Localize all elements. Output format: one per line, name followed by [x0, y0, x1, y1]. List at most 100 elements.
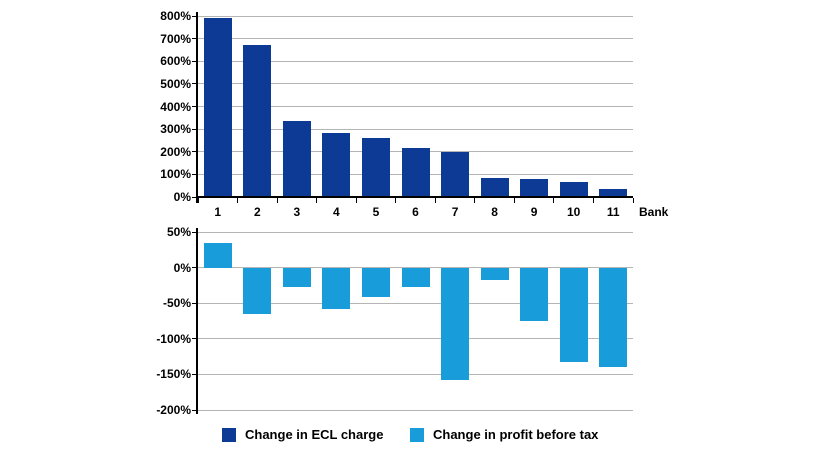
- y-tick-800: [192, 15, 198, 17]
- x-tick-7: [474, 198, 476, 203]
- y-axis-line: [196, 228, 198, 414]
- bar-change-in-ecl-charge-bank-7: [441, 152, 470, 197]
- y-tick-label-100: 100%: [160, 167, 191, 182]
- y-tick-label-200: 200%: [160, 144, 191, 159]
- y-tick--100: [192, 338, 198, 340]
- gridline-500: [198, 83, 633, 85]
- x-tick-label-bank-9: 9: [530, 205, 538, 219]
- legend-swatch-ecl-charge: [222, 428, 236, 442]
- x-tick-label-bank-10: 10: [566, 205, 581, 219]
- bar-change-in-ecl-charge-bank-11: [599, 188, 628, 197]
- x-tick-label-bank-7: 7: [451, 205, 459, 219]
- y-tick-label-500: 500%: [160, 76, 191, 91]
- x-tick-10: [592, 198, 594, 203]
- x-tick-1: [237, 198, 239, 203]
- x-axis-title: Bank: [639, 205, 669, 219]
- bar-change-in-profit-before-tax-bank-5: [361, 267, 390, 297]
- x-tick-label-bank-11: 11: [606, 205, 620, 219]
- y-tick-300: [192, 128, 198, 130]
- bar-change-in-profit-before-tax-bank-11: [599, 267, 628, 368]
- gridline--100: [198, 338, 633, 340]
- bar-change-in-profit-before-tax-bank-7: [441, 267, 470, 381]
- bar-change-in-ecl-charge-bank-1: [203, 18, 232, 197]
- bar-change-in-profit-before-tax-bank-6: [401, 267, 430, 287]
- x-tick-label-bank-3: 3: [293, 205, 301, 219]
- gridline-400: [198, 106, 633, 107]
- bar-change-in-ecl-charge-bank-10: [559, 182, 588, 197]
- gridline-700: [198, 38, 633, 40]
- bar-change-in-profit-before-tax-bank-10: [559, 267, 588, 362]
- y-tick-label-800: 800%: [160, 9, 191, 23]
- x-tick-9: [553, 198, 555, 203]
- bar-change-in-profit-before-tax-bank-9: [520, 267, 549, 321]
- y-tick-100: [192, 173, 198, 175]
- x-tick-4: [355, 198, 357, 203]
- x-tick-3: [316, 198, 318, 203]
- y-tick-500: [192, 83, 198, 85]
- x-tick-11: [632, 198, 634, 203]
- y-tick--200: [192, 409, 198, 411]
- y-tick-label-50: 50%: [166, 225, 191, 239]
- y-tick-label-700: 700%: [160, 31, 191, 46]
- bar-change-in-profit-before-tax-bank-2: [243, 267, 272, 314]
- y-tick-200: [192, 151, 198, 153]
- bar-change-in-ecl-charge-bank-9: [520, 178, 549, 197]
- y-tick-0: [192, 196, 198, 198]
- y-tick-label--150: -150%: [156, 367, 191, 382]
- y-tick-label--50: -50%: [162, 296, 191, 311]
- bar-change-in-ecl-charge-bank-3: [282, 121, 311, 197]
- bar-change-in-ecl-charge-bank-5: [361, 138, 390, 197]
- y-tick-label-400: 400%: [160, 99, 191, 114]
- gridline-300: [198, 128, 633, 130]
- gridline-200: [198, 151, 633, 153]
- gridline-800: [198, 15, 633, 17]
- x-tick-label-bank-5: 5: [372, 205, 380, 219]
- bar-change-in-profit-before-tax-bank-3: [282, 267, 311, 287]
- x-tick-6: [434, 198, 436, 203]
- x-tick-label-bank-6: 6: [412, 205, 419, 219]
- y-tick-label--200: -200%: [156, 403, 191, 417]
- y-tick--150: [192, 373, 198, 375]
- legend-swatch-profit-before-tax: [410, 428, 424, 442]
- x-tick-2: [276, 198, 278, 203]
- bar-change-in-profit-before-tax-bank-8: [480, 267, 509, 280]
- y-axis-line: [196, 12, 198, 203]
- legend-label-ecl-charge: Change in ECL charge: [245, 427, 384, 442]
- legend-item-ecl-charge: Change in ECL charge: [222, 427, 383, 443]
- y-tick-0: [192, 267, 198, 269]
- legend-item-profit-before-tax: Change in profit before tax: [410, 427, 598, 443]
- gridline-0: [198, 267, 633, 269]
- y-tick-label-300: 300%: [160, 122, 191, 137]
- x-tick-label-bank-4: 4: [333, 205, 340, 219]
- y-tick-label-0: 0%: [173, 260, 191, 275]
- y-tick-label-600: 600%: [160, 54, 191, 69]
- legend: Change in ECL charge Change in profit be…: [0, 427, 820, 445]
- gridline--50: [198, 302, 633, 304]
- x-tick-label-bank-1: 1: [214, 205, 222, 219]
- x-tick-label-bank-2: 2: [253, 205, 261, 219]
- y-tick--50: [192, 302, 198, 304]
- bar-change-in-profit-before-tax-bank-4: [322, 267, 351, 309]
- x-tick-5: [395, 198, 397, 203]
- gridline--200: [198, 409, 633, 411]
- y-tick-label-0: 0%: [173, 190, 191, 204]
- gridline-600: [198, 60, 633, 62]
- x-tick-0: [197, 198, 199, 203]
- bar-change-in-profit-before-tax-bank-1: [203, 242, 232, 268]
- y-tick-50: [192, 231, 198, 233]
- gridline-50: [198, 231, 633, 233]
- bar-change-in-ecl-charge-bank-6: [401, 148, 430, 197]
- y-tick-label--100: -100%: [156, 331, 191, 346]
- legend-label-profit-before-tax: Change in profit before tax: [433, 427, 599, 442]
- bar-change-in-ecl-charge-bank-2: [243, 45, 272, 197]
- y-tick-600: [192, 60, 198, 62]
- bar-change-in-ecl-charge-bank-4: [322, 132, 351, 197]
- y-tick-700: [192, 38, 198, 40]
- x-tick-label-bank-8: 8: [491, 205, 498, 219]
- y-tick-400: [192, 106, 198, 107]
- gridline--150: [198, 373, 633, 375]
- bar-change-in-ecl-charge-bank-8: [480, 177, 509, 197]
